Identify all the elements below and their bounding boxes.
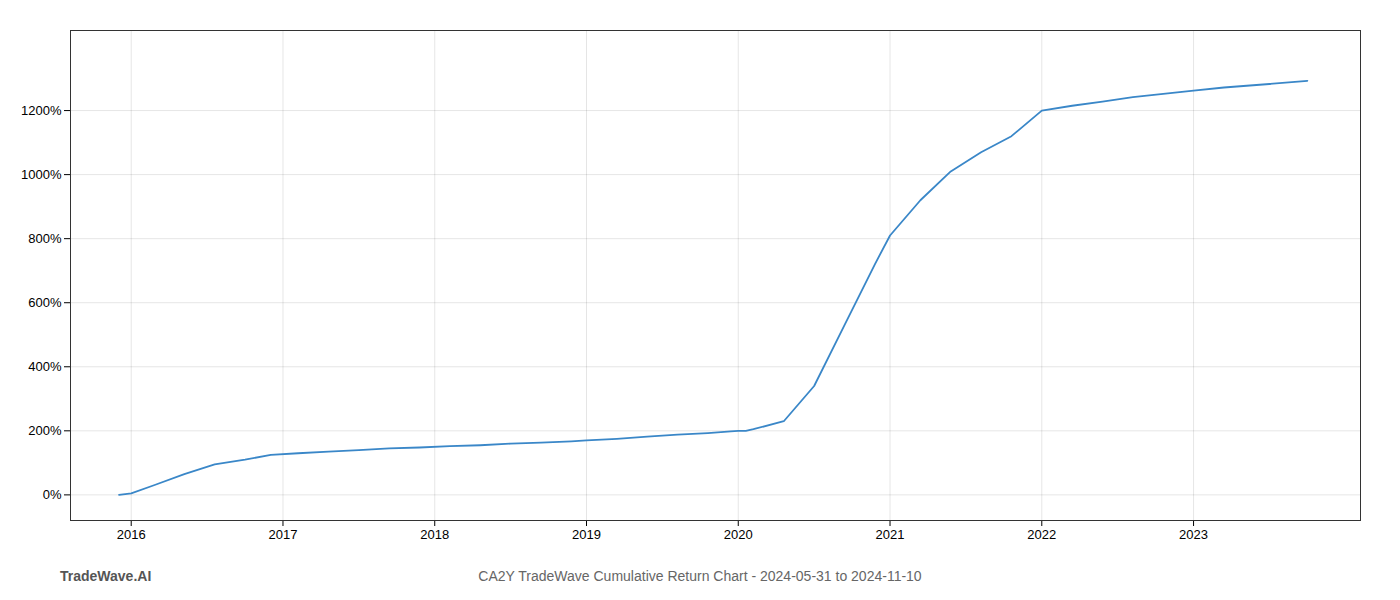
svg-text:2018: 2018 <box>420 527 449 542</box>
svg-text:400%: 400% <box>28 359 62 374</box>
svg-text:0%: 0% <box>43 487 62 502</box>
html-text:CA2Y TradeWave Cumulative Retu: CA2Y TradeWave Cumulative Return Chart -… <box>478 568 922 584</box>
svg-text:2023: 2023 <box>1179 527 1208 542</box>
svg-text:200%: 200% <box>28 423 62 438</box>
svg-text:2019: 2019 <box>572 527 601 542</box>
svg-text:1000%: 1000% <box>21 167 62 182</box>
svg-text:2017: 2017 <box>269 527 298 542</box>
svg-text:800%: 800% <box>28 231 62 246</box>
svg-text:2020: 2020 <box>724 527 753 542</box>
svg-text:2016: 2016 <box>117 527 146 542</box>
svg-text:2022: 2022 <box>1027 527 1056 542</box>
svg-text:600%: 600% <box>28 295 62 310</box>
svg-text:2021: 2021 <box>876 527 905 542</box>
html-text:TradeWave.AI: TradeWave.AI <box>60 568 152 584</box>
svg-text:1200%: 1200% <box>21 103 62 118</box>
